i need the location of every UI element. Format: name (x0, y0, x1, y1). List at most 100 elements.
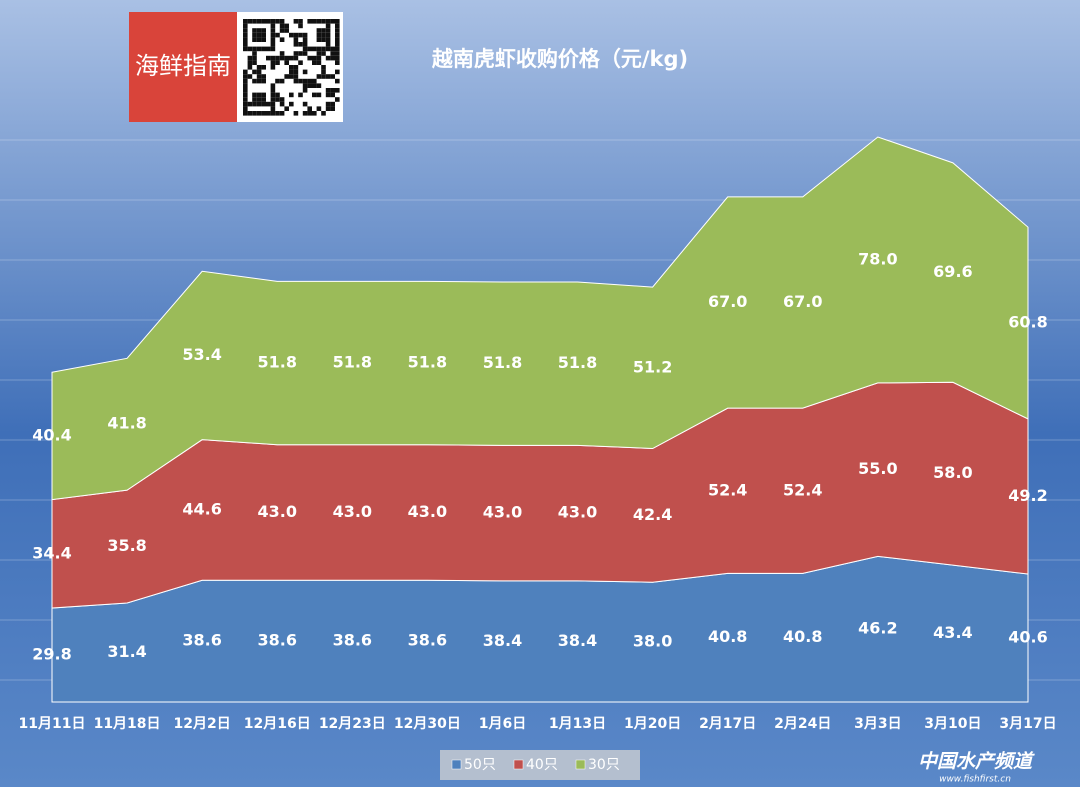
legend-label: 30只 (588, 757, 620, 773)
data-label: 60.8 (1008, 313, 1047, 332)
qr-cell (312, 111, 317, 116)
data-label: 34.4 (32, 543, 71, 562)
data-label: 51.8 (333, 353, 372, 372)
qr-cell (247, 55, 253, 61)
qr-cell (279, 111, 285, 116)
qr-cell (293, 111, 299, 116)
qr-cell (312, 60, 317, 65)
qr-cell (302, 37, 308, 42)
qr-cell (266, 101, 271, 107)
qr-cell (316, 74, 322, 79)
qr-cell (261, 32, 266, 38)
qr-cell (312, 92, 317, 98)
qr-cell (256, 46, 262, 52)
qr-cell (298, 32, 303, 38)
qr-cell (252, 51, 257, 56)
qr-cell (335, 69, 340, 75)
qr-cell (321, 51, 326, 56)
qr-cell (252, 32, 257, 38)
qr-cell (307, 78, 312, 84)
qr-cell (243, 111, 248, 116)
data-label: 51.8 (257, 353, 296, 372)
qr-cell (330, 88, 335, 93)
qr-cell (252, 46, 257, 52)
qr-cell (279, 55, 285, 61)
qr-cell (279, 37, 285, 42)
qr-cell (279, 97, 285, 102)
qr-cell (256, 97, 262, 102)
qr-cell (325, 74, 331, 79)
qr-cell (275, 60, 280, 65)
qr-cell (302, 51, 308, 56)
data-label: 42.4 (633, 505, 672, 524)
qr-cell (243, 83, 248, 88)
qr-cell (330, 106, 335, 111)
qr-cell (307, 46, 312, 52)
qr-cell (289, 69, 294, 75)
x-tick-label: 11月18日 (94, 716, 161, 732)
qr-cell (252, 92, 257, 98)
qr-cell (289, 74, 294, 79)
qr-cell (316, 28, 322, 33)
qr-cell (335, 55, 340, 61)
qr-cell (243, 32, 248, 38)
qr-cell (325, 28, 331, 33)
data-label: 38.6 (257, 631, 296, 650)
qr-cell (252, 28, 257, 33)
x-tick-label: 12月30日 (394, 716, 461, 732)
x-tick-label: 1月6日 (479, 716, 526, 732)
qr-cell (335, 88, 340, 93)
qr-cell (325, 19, 331, 24)
qr-cell (261, 65, 266, 70)
qr-cell (312, 19, 317, 24)
qr-cell (298, 60, 303, 65)
qr-cell (243, 28, 248, 33)
qr-cell (330, 92, 335, 98)
qr-cell (293, 42, 299, 47)
x-tick-label: 3月17日 (999, 716, 1056, 732)
qr-cell (307, 83, 312, 88)
qr-cell (247, 111, 253, 116)
qr-cell (252, 60, 257, 65)
qr-cell (293, 55, 299, 61)
qr-cell (316, 37, 322, 42)
qr-cell (243, 92, 248, 98)
data-label: 38.4 (483, 631, 522, 650)
legend-label: 40只 (526, 757, 558, 773)
qr-cell (261, 111, 266, 116)
data-label: 38.6 (333, 631, 372, 650)
x-tick-label: 12月2日 (174, 716, 231, 732)
data-label: 69.6 (933, 262, 972, 281)
qr-cell (275, 97, 280, 102)
qr-cell (256, 101, 262, 107)
data-label: 43.0 (408, 502, 447, 521)
qr-cell (312, 78, 317, 84)
qr-cell (270, 92, 276, 98)
data-label: 44.6 (182, 499, 221, 518)
qr-cell (284, 60, 289, 65)
qr-cell (325, 23, 331, 29)
qr-cell (302, 83, 308, 88)
qr-cell (293, 74, 299, 79)
qr-cell (298, 42, 303, 47)
data-label: 43.0 (483, 503, 522, 522)
x-tick-label: 1月13日 (549, 716, 606, 732)
qr-cell (270, 55, 276, 61)
qr-cell (325, 46, 331, 52)
qr-cell (261, 37, 266, 42)
qr-cell (243, 23, 248, 29)
qr-cell (243, 19, 248, 24)
qr-cell (335, 37, 340, 42)
watermark: 中国水产频道 (918, 751, 1035, 773)
qr-cell (247, 19, 253, 24)
data-label: 40.4 (32, 425, 71, 444)
qr-cell (256, 111, 262, 116)
data-label: 67.0 (708, 292, 747, 311)
qr-cell (270, 46, 276, 52)
x-tick-label: 3月3日 (854, 716, 901, 732)
data-label: 51.8 (483, 353, 522, 372)
qr-cell (335, 28, 340, 33)
qr-cell (302, 69, 308, 75)
qr-cell (279, 51, 285, 56)
qr-cell (302, 111, 308, 116)
